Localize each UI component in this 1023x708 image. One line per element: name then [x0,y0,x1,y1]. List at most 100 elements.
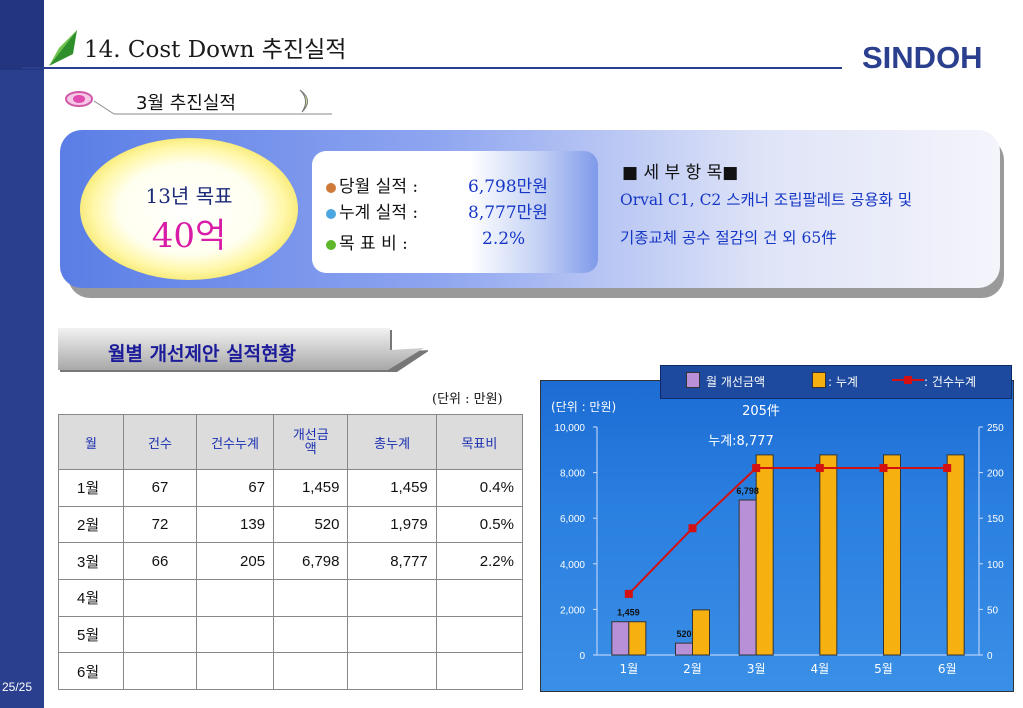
annotation-cumulative: 누계:8,777 [708,434,774,449]
bar-monthly-amount [738,499,757,656]
stats-box [312,151,598,273]
data-label: 1,459 [617,608,640,618]
table-cell: 6,798 [273,542,349,580]
table-cell: 2.2% [435,542,524,580]
header-target-ratio: 목표비 [435,414,524,470]
table-cell [273,652,349,690]
stat-row-monthly: 당월 실적 : [326,172,418,197]
y-tick-label: 10,000 [554,423,585,434]
x-tick-label: 5월 [874,662,893,676]
line-count-cumulative [628,467,948,595]
dot-icon [326,239,336,250]
title-underline [22,67,842,69]
table-cell: 8,777 [347,542,437,580]
x-tick-label: 3월 [747,662,766,676]
bar-cumulative [946,454,965,656]
goal-value: 40억 [151,216,227,256]
bar-cumulative [755,454,774,656]
detail-heading-text: 세 부 항 목 [643,163,723,183]
y2-tick-label: 0 [987,651,993,662]
dot-icon [326,182,336,193]
goal-ellipse [80,138,298,280]
table-cell: 0.4% [435,469,524,507]
table-cell [435,578,524,617]
table-cell: 1,979 [347,505,437,544]
table-cell: 66 [123,542,197,580]
line-point [688,524,697,533]
x-tick-label: 6월 [938,662,957,676]
table-cell: 1,459 [347,469,437,507]
table-cell [273,615,349,654]
section-tag-graphic [65,89,332,115]
table-row: 2월 72 139 520 1,979 0.5% [57,505,524,544]
table-cell [123,578,197,617]
table-cell [195,578,275,617]
table-row: 6월 [57,652,524,690]
annotation-count: 205件 [742,404,780,419]
legend-label-monthly: 월 개선금액 [706,375,766,389]
table-cell [273,578,349,617]
unit-label: (단위 : 만원) [432,392,503,407]
y2-tick-label: 250 [987,423,1004,434]
table-cell: 5월 [57,615,125,654]
x-tick-label: 1월 [619,662,638,676]
table-cell [347,578,437,617]
line-point [943,464,952,473]
bar-cumulative [883,454,901,656]
table-cell: 3월 [57,542,125,580]
left-sidebar-bar [0,0,44,708]
bar-monthly-amount [611,621,630,656]
table-cell: 1,459 [273,469,349,507]
line-point [624,589,633,598]
chart-svg: 0 2,000 4,000 6,000 8,000 10,000 0 50 100 150 200 2… [551,400,1004,676]
left-sidebar-top [0,0,44,70]
header-count-cum: 건수누계 [195,414,275,470]
legend-label-count-cum: : 건수누계 [924,375,977,389]
y2-tick-label: 50 [987,605,999,616]
table-row: 4월 [57,578,524,617]
table-cell: 6월 [57,652,125,690]
legend-swatch-cumulative [812,372,826,388]
table-cell [435,615,524,654]
y2-tick-label: 150 [987,514,1004,525]
section-title: 3월 추진실적 [136,93,236,114]
sub-banner-graphic [58,328,428,372]
company-logo: SINDOH [862,40,983,75]
page-title: 14. Cost Down 추진실적 [84,37,347,63]
table-cell: 139 [195,505,275,544]
table-cell: 67 [195,469,275,507]
table-cell: 72 [123,505,197,544]
table-cell: 520 [273,505,349,544]
chart-legend [660,365,1012,399]
goal-label: 13년 목표 [145,184,233,208]
table-cell [123,652,197,690]
table-cell [435,652,524,690]
legend-swatch-monthly [686,372,700,388]
header-amount: 개선금 액 [273,414,349,470]
table-cell [347,615,437,654]
legend-line-marker [892,376,924,384]
stat-label: 목 표 비 : [339,234,408,254]
y-tick-label: 4,000 [560,560,585,571]
stat-value-monthly: 6,798만원 [468,177,548,197]
table-cell: 0.5% [435,505,524,544]
table-cell: 4월 [57,578,125,617]
y-tick-label: 2,000 [560,605,585,616]
stat-row-cumulative: 누계 실적 : [326,198,418,223]
stat-value-target-ratio: 2.2% [482,229,526,249]
detail-heading: ■ 세 부 항 목■ [622,158,738,183]
dot-icon [326,208,336,219]
table-cell: 67 [123,469,197,507]
header-month: 월 [57,414,125,470]
y-tick-label: 6,000 [560,514,585,525]
x-tick-label: 4월 [810,662,829,676]
legend-label-cumulative: : 누계 [828,375,858,389]
square-icon: ■ [722,163,739,183]
sub-banner-title: 월별 개선제안 실적현황 [108,343,297,365]
chart-area: 0 2,000 4,000 6,000 8,000 10,000 0 50 100 150 200 2… [540,380,1014,692]
line-point [752,464,761,473]
y-tick-label: 0 [579,651,585,662]
bar-cumulative [628,621,647,656]
table-cell: 205 [195,542,275,580]
data-label: 6,798 [736,486,759,496]
